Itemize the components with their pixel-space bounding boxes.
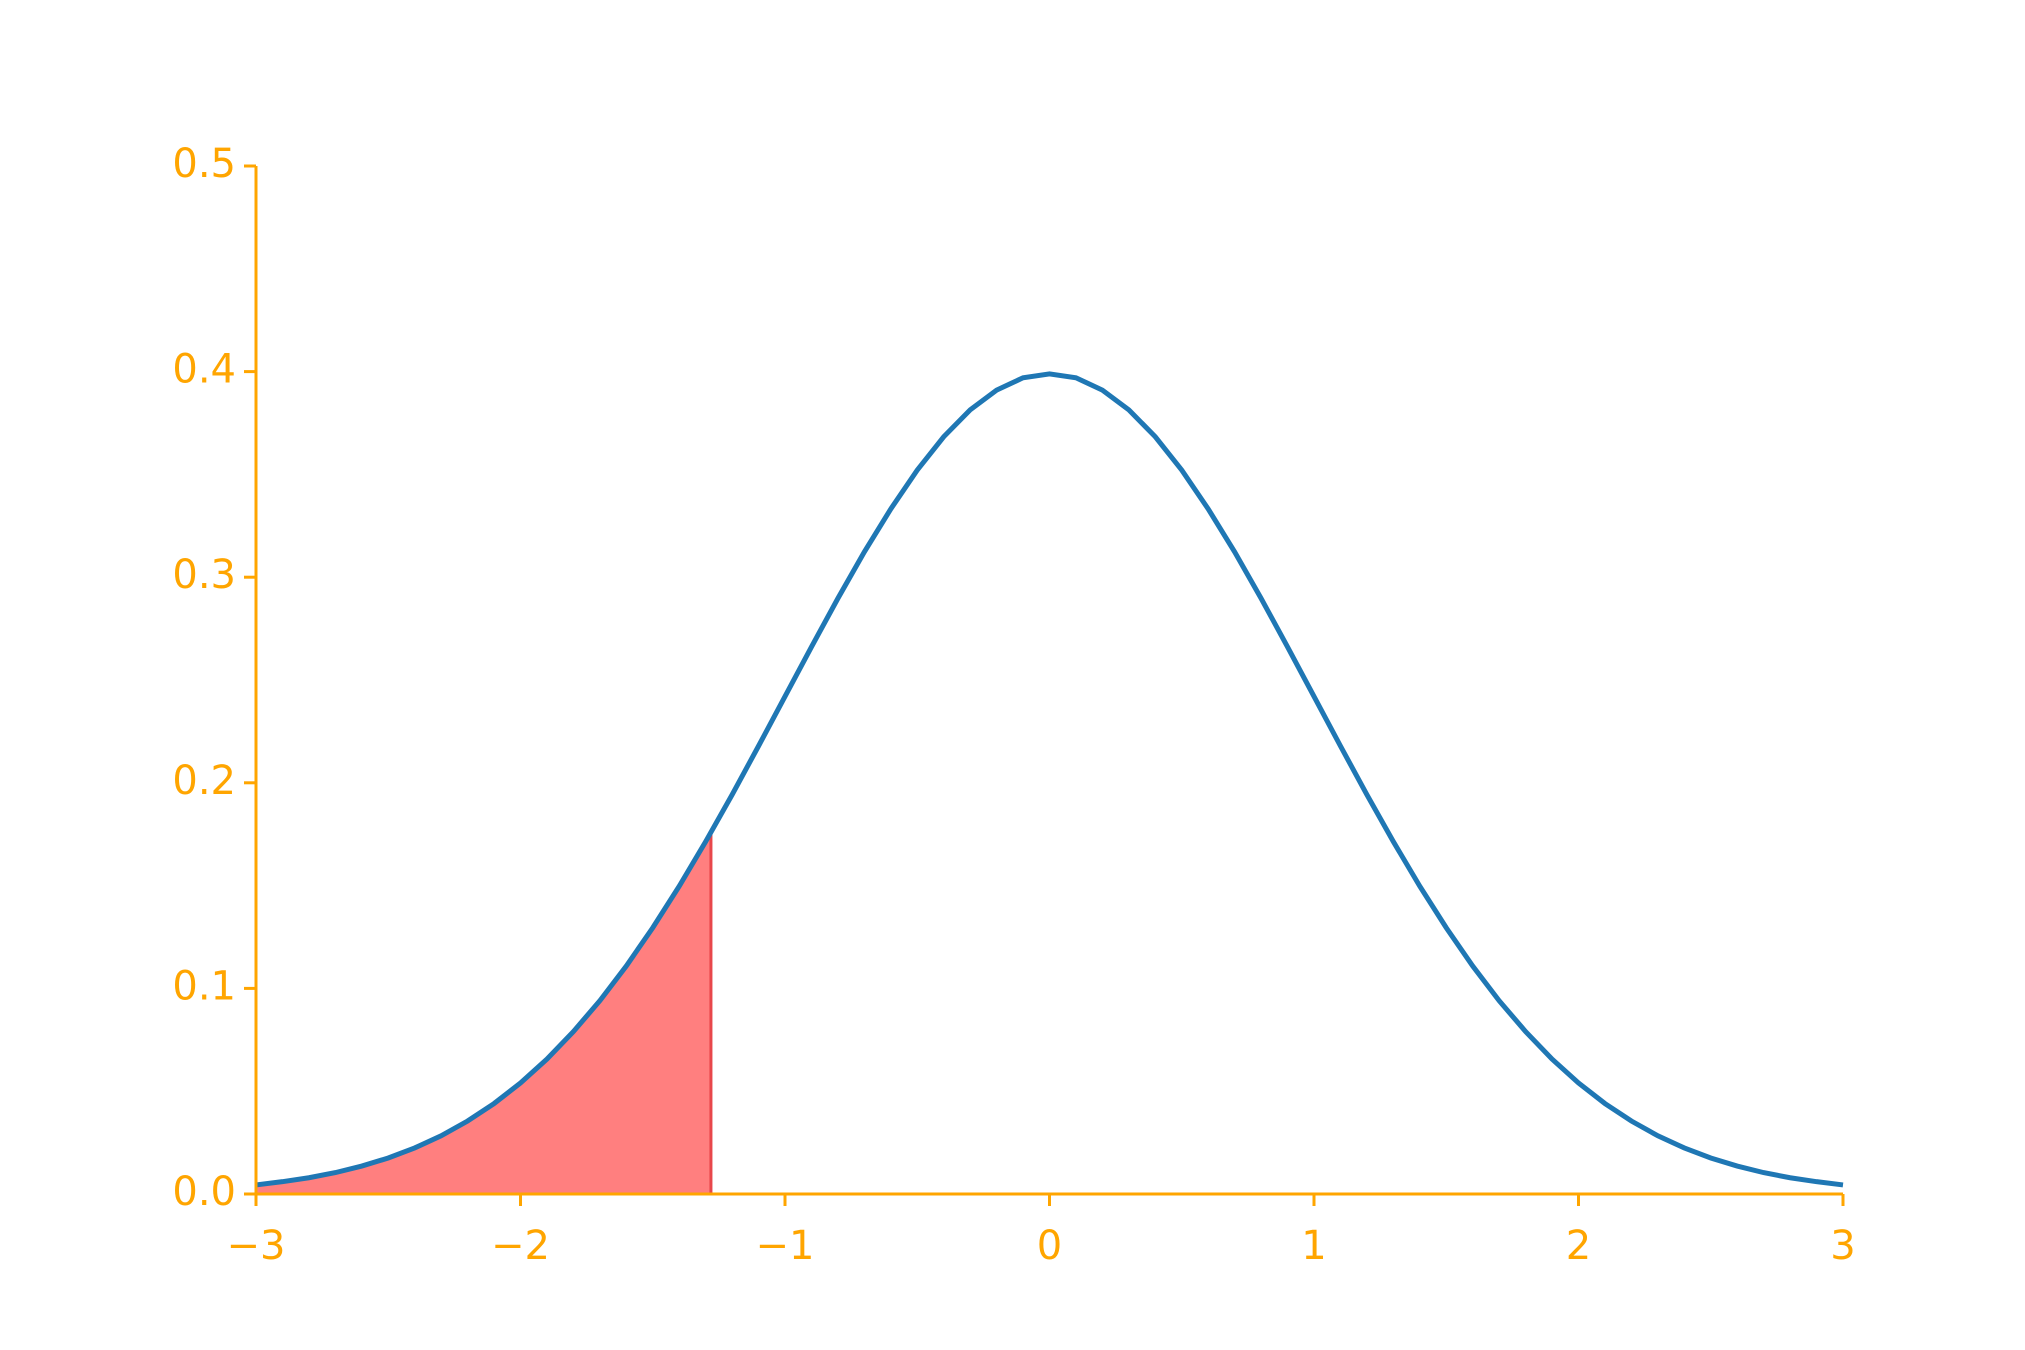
x-tick-label: −2 — [491, 1223, 550, 1269]
x-tick-label: −1 — [756, 1223, 815, 1269]
curve — [255, 371, 1844, 1188]
y-tick-label: 0.5 — [172, 141, 236, 187]
x-tick-label: −3 — [227, 1223, 286, 1269]
y-tick-label: 0.0 — [172, 1169, 236, 1215]
shaded-area — [256, 832, 711, 1194]
y-tick-label: 0.2 — [172, 758, 236, 804]
x-tick-label: 3 — [1830, 1223, 1855, 1269]
y-tick-label: 0.4 — [172, 347, 236, 393]
x-tick-label: 2 — [1566, 1223, 1591, 1269]
x-tick-label: 1 — [1301, 1223, 1326, 1269]
x-tick-label: 0 — [1037, 1223, 1062, 1269]
y-tick-label: 0.3 — [172, 552, 236, 598]
y-tick-label: 0.1 — [172, 963, 236, 1009]
